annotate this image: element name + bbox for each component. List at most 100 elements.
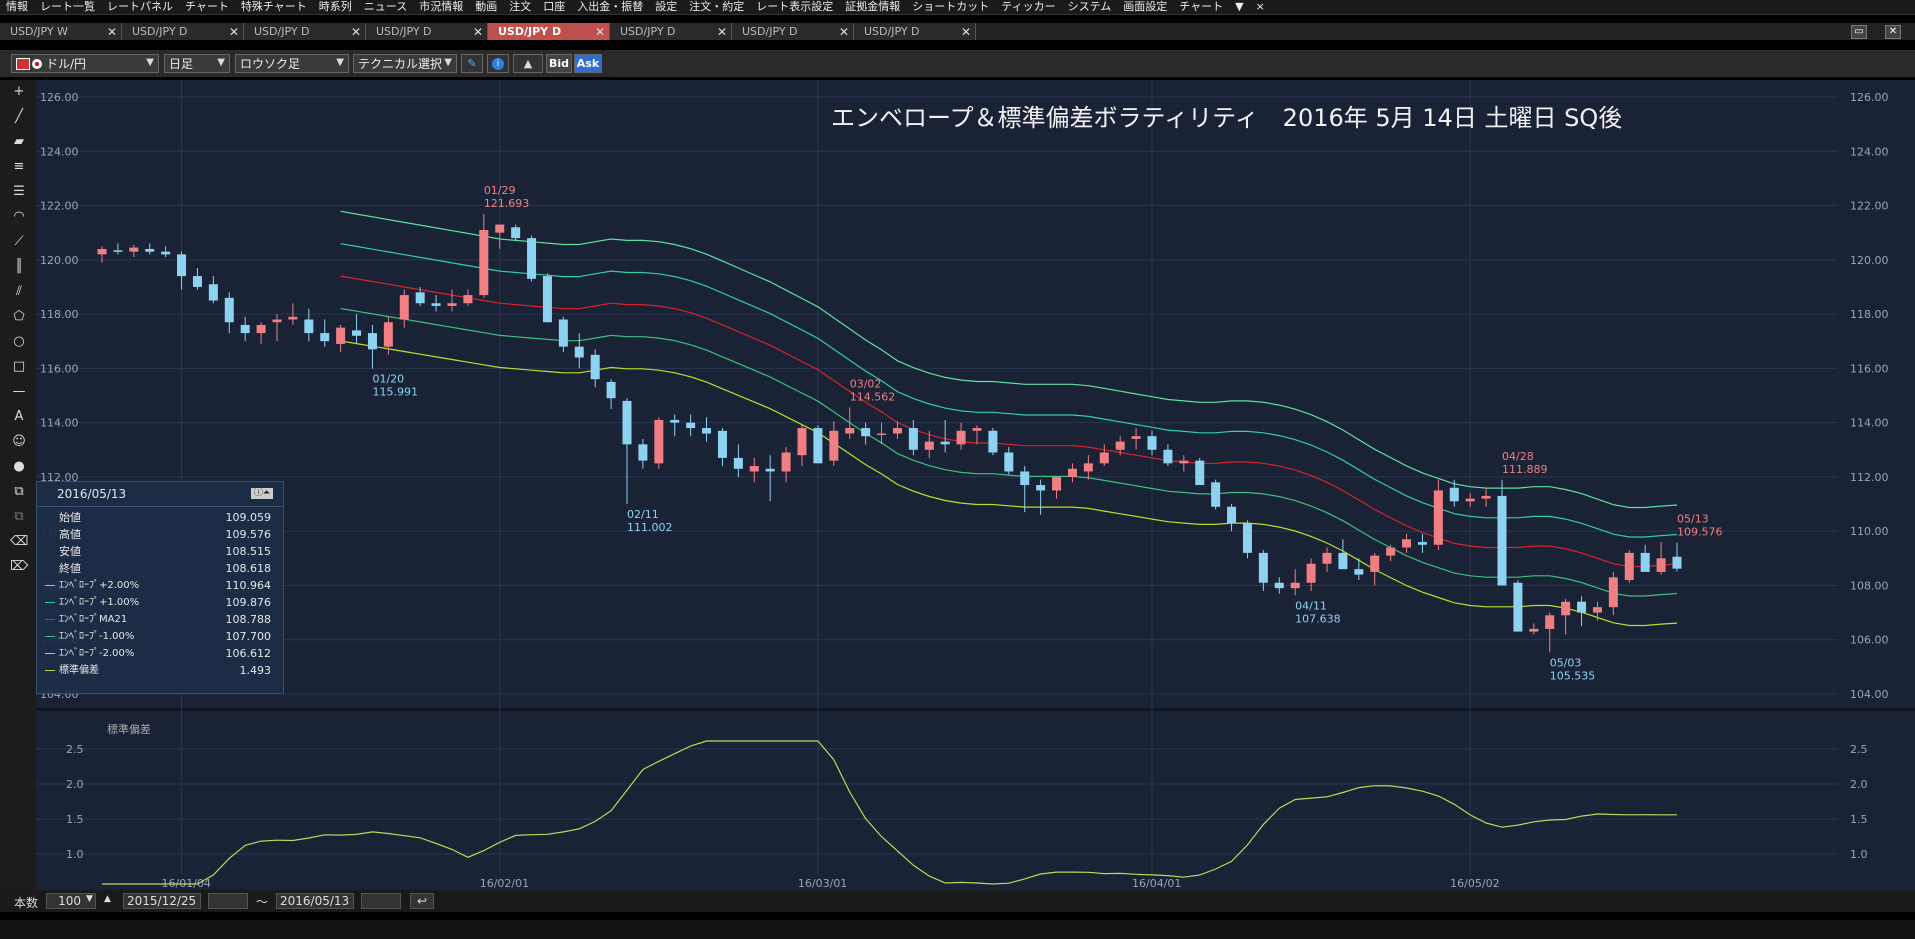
ruler-icon[interactable]: ▰ [14, 134, 24, 149]
chart-tab[interactable]: USD/JPY D ✕ [122, 23, 244, 40]
menu-item[interactable]: 注文・約定 [689, 0, 745, 13]
rectangle-icon[interactable]: □ [12, 359, 26, 374]
to-date-input[interactable]: 2016/05/13 [276, 893, 354, 909]
price-tick-left: 124.00 [40, 145, 79, 158]
bid-button[interactable]: Bid [546, 54, 572, 73]
fib-arc-icon[interactable]: ◠ [13, 209, 25, 224]
area-chart-button[interactable]: ▲ [513, 54, 543, 73]
count-up-icon[interactable]: ▲ [104, 894, 111, 904]
chart-tab[interactable]: USD/JPY D ✕ [610, 23, 732, 40]
menu-item[interactable]: 情報 [6, 0, 28, 13]
technical-label: テクニカル選択 [358, 57, 443, 71]
close-tab-icon[interactable]: ✕ [594, 24, 605, 39]
menu-item[interactable]: 注文 [509, 0, 532, 13]
candle-body [1656, 558, 1666, 572]
menu-item[interactable]: レートパネル [107, 0, 173, 13]
chart-tab[interactable]: USD/JPY D ✕ [732, 23, 854, 40]
period-select[interactable]: 日足 ▼ [164, 54, 230, 73]
menu-item[interactable]: レート一覧 [40, 0, 95, 13]
eraser-icon[interactable]: ⌫ [10, 534, 29, 549]
annotation-price: 115.991 [372, 386, 418, 399]
draw-pen-button[interactable]: ✎ [461, 54, 483, 73]
to-time-input[interactable] [361, 893, 401, 909]
close-tab-icon[interactable]: ✕ [350, 24, 361, 39]
menu-item[interactable]: チャート [185, 0, 229, 13]
chart-tab[interactable]: USD/JPY D ✕ [366, 23, 488, 40]
menu-item[interactable]: 動画 [475, 0, 498, 13]
close-tab-icon[interactable]: ✕ [960, 24, 971, 39]
line-icon[interactable]: — [12, 384, 26, 399]
close-tab-icon[interactable]: ✕ [716, 24, 727, 39]
price-tick-left: 112.00 [40, 471, 79, 484]
info-collapse-icon[interactable]: ⓘ⏶ [251, 488, 273, 499]
copy-icon[interactable]: ⧉ [14, 484, 24, 499]
close-tab-icon[interactable]: ✕ [838, 24, 849, 39]
chart-tab[interactable]: USD/JPY W ✕ [0, 23, 122, 40]
info-icon: i [492, 57, 504, 70]
menu-item[interactable]: 画面設定 [1123, 0, 1168, 13]
emoji-icon[interactable]: ☺ [12, 434, 26, 449]
technical-select-button[interactable]: テクニカル選択 ▼ [353, 54, 457, 73]
chart-tab[interactable]: USD/JPY D ✕ [488, 23, 610, 40]
restore-window-button[interactable]: ▭ [1851, 25, 1867, 39]
info-rows: 始値 109.059 高値 109.576 安値 108.515 終値 108.618 ｴﾝﾍﾞ… [37, 507, 283, 679]
menu-item[interactable]: ニュース [363, 0, 408, 13]
fan-icon[interactable]: ⟋ [14, 234, 24, 249]
menu-item[interactable]: 口座 [543, 0, 566, 13]
menu-item[interactable]: 市況情報 [419, 0, 464, 13]
menu-item[interactable]: 設定 [655, 0, 678, 13]
menu-item[interactable]: ティッカー [1001, 0, 1056, 13]
currency-pair-select[interactable]: ドル/円 ▼ [11, 54, 159, 73]
chart-type-select[interactable]: ロウソク足 ▼ [235, 54, 349, 73]
menu-item[interactable]: × [1255, 0, 1265, 13]
menu-item[interactable]: 特殊チャート [240, 0, 307, 13]
price-tick-right: 108.00 [1850, 579, 1889, 592]
erase-all-icon[interactable]: ⌦ [10, 559, 29, 574]
annotation-date: 01/20 [372, 373, 404, 386]
date-tick: 16/02/01 [480, 877, 529, 890]
chart-tab[interactable]: USD/JPY D ✕ [244, 23, 366, 40]
legend-swatch [45, 619, 55, 620]
pentagon-icon[interactable]: ⬠ [13, 309, 25, 324]
count-dropdown-icon[interactable]: ▼ [86, 894, 93, 904]
annotation-date: 05/13 [1677, 513, 1709, 526]
close-tab-icon[interactable]: ✕ [106, 24, 117, 39]
menu-item[interactable]: 時系列 [318, 0, 352, 13]
sd-tick-right: 2.5 [1850, 743, 1868, 756]
ohlc-info-panel[interactable]: 2016/05/13 ⓘ⏶ 始値 109.059 高値 109.576 安値 108.51… [36, 481, 284, 694]
fibonacci-icon[interactable]: ☰ [13, 184, 25, 199]
menu-item[interactable]: ▼ [1235, 0, 1244, 13]
text-icon[interactable]: A [14, 409, 24, 424]
close-tab-icon[interactable]: ✕ [472, 24, 483, 39]
gann-grid-icon[interactable]: ║ [15, 259, 23, 274]
menu-item[interactable]: チャート [1179, 0, 1224, 13]
from-date-input[interactable]: 2015/12/25 [123, 893, 201, 909]
paste-icon[interactable]: ⧉ [14, 509, 24, 524]
price-chart[interactable]: 126.00 126.00 124.00 124.00 122.00 122.00 120.… [36, 80, 1915, 890]
candle-body [1449, 487, 1459, 502]
ask-button[interactable]: Ask [574, 54, 602, 73]
circle-icon[interactable]: ○ [13, 334, 25, 349]
menu-item[interactable]: 証拠金情報 [845, 0, 901, 13]
candle-body [479, 229, 489, 296]
info-button[interactable]: i [487, 54, 509, 73]
palette-icon[interactable]: ● [13, 459, 25, 474]
from-time-input[interactable] [208, 893, 248, 909]
chart-tab[interactable]: USD/JPY D ✕ [854, 23, 976, 40]
menu-item[interactable]: 入出金・振替 [577, 0, 644, 13]
crosshair-icon[interactable]: + [13, 84, 25, 99]
horizontal-line-icon[interactable]: ≡ [13, 159, 25, 174]
refresh-button[interactable]: ↩ [410, 893, 434, 909]
candle-body [765, 468, 775, 472]
envelope-minus2-line [340, 340, 1678, 627]
count-input[interactable]: 100 [46, 893, 96, 909]
trendline-icon[interactable]: ╱ [15, 109, 23, 124]
panel-divider [36, 708, 1915, 711]
menu-item[interactable]: ショートカット [912, 0, 990, 13]
range-tilde: 〜 [256, 895, 269, 909]
menu-item[interactable]: レート表示設定 [756, 0, 834, 13]
close-tab-icon[interactable]: ✕ [228, 24, 239, 39]
pitchfork-icon[interactable]: ⫽ [16, 284, 22, 299]
menu-item[interactable]: システム [1067, 0, 1112, 13]
close-window-button[interactable]: ✕ [1885, 25, 1901, 39]
